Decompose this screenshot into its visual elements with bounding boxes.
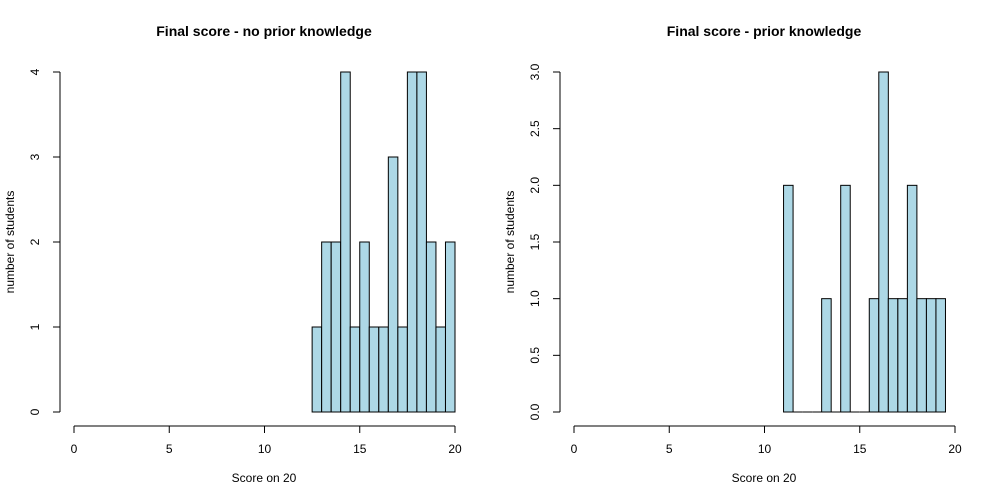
y-tick-label: 0.5 <box>528 347 542 364</box>
x-tick-label: 10 <box>758 442 772 456</box>
histogram-bar <box>444 241 456 413</box>
histogram-bar <box>868 298 880 413</box>
x-axis: 0 5 10 15 20 <box>71 425 462 456</box>
bars-group <box>311 71 456 413</box>
histogram-prior-knowledge: Final score - prior knowledge Score on 2… <box>503 23 962 485</box>
x-tick-label: 5 <box>666 442 673 456</box>
x-tick-label: 0 <box>71 442 78 456</box>
x-tick-label: 15 <box>353 442 367 456</box>
histogram-bar <box>897 298 908 413</box>
x-axis: 0 5 10 15 20 <box>571 425 962 456</box>
histogram-bar <box>916 298 927 413</box>
chart-title: Final score - prior knowledge <box>667 23 862 39</box>
histogram-bar <box>340 71 351 413</box>
x-axis-label: Score on 20 <box>732 471 797 485</box>
histogram-bar <box>925 298 937 413</box>
histogram-bar <box>368 326 380 413</box>
y-tick-label: 4 <box>28 68 42 75</box>
histogram-bar <box>435 326 446 413</box>
y-axis: 0.0 0.5 1.0 1.5 2.0 2.5 3.0 <box>528 63 561 420</box>
y-tick-label: 2.0 <box>528 177 542 194</box>
y-tick-label: 3 <box>28 153 42 160</box>
chart-title: Final score - no prior knowledge <box>156 23 372 39</box>
x-axis-label: Score on 20 <box>232 471 297 485</box>
y-axis-label: number of students <box>503 191 517 294</box>
histogram-bar <box>330 241 342 413</box>
y-tick-label: 3.0 <box>528 63 542 80</box>
y-tick-label: 1.5 <box>528 233 542 250</box>
histogram-bar <box>406 71 418 413</box>
histogram-bar <box>425 241 437 413</box>
histogram-bar <box>783 184 794 413</box>
y-axis-label: number of students <box>3 191 17 294</box>
histogram-bar <box>840 184 851 413</box>
histogram-bar <box>887 298 899 413</box>
histogram-bar <box>387 156 399 413</box>
histogram-bar <box>378 326 389 413</box>
x-tick-label: 15 <box>853 442 867 456</box>
x-tick-label: 20 <box>948 442 962 456</box>
bars-group <box>783 71 946 413</box>
histogram-bar <box>821 298 832 413</box>
x-tick-label: 0 <box>571 442 578 456</box>
histogram-bar <box>416 71 427 413</box>
y-tick-label: 2.5 <box>528 120 542 137</box>
histogram-bar <box>311 326 323 413</box>
x-tick-label: 20 <box>448 442 462 456</box>
y-tick-label: 0 <box>28 408 42 415</box>
histogram-bar <box>359 241 370 413</box>
y-tick-label: 0.0 <box>528 403 542 420</box>
y-tick-label: 2 <box>28 238 42 245</box>
x-tick-label: 5 <box>166 442 173 456</box>
x-tick-label: 10 <box>258 442 272 456</box>
histogram-bar <box>906 184 918 413</box>
histogram-bar <box>878 71 889 413</box>
histogram-bar <box>349 326 361 413</box>
histogram-bar <box>397 326 408 413</box>
histogram-no-prior-knowledge: Final score - no prior knowledge Score o… <box>3 23 462 485</box>
histogram-bar <box>321 241 332 413</box>
histogram-bar <box>935 298 946 413</box>
y-tick-label: 1.0 <box>528 290 542 307</box>
y-tick-label: 1 <box>28 323 42 330</box>
y-axis: 0 1 2 3 4 <box>28 68 61 415</box>
